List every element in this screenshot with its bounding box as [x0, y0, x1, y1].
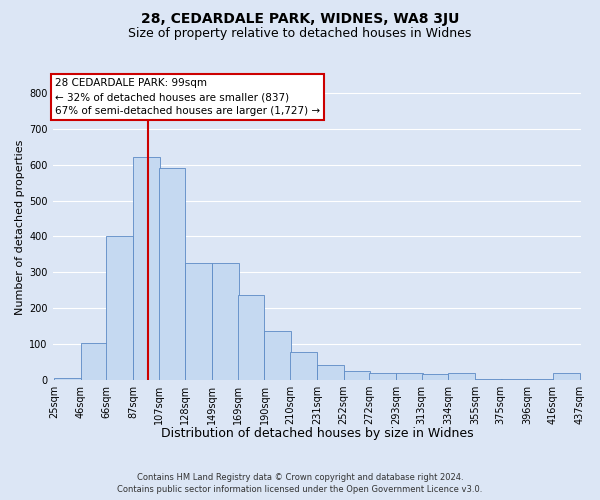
- Bar: [106, 236, 133, 380]
- Bar: [317, 365, 344, 380]
- Text: Size of property relative to detached houses in Widnes: Size of property relative to detached ho…: [128, 28, 472, 40]
- Bar: [448, 372, 475, 380]
- Bar: [475, 379, 502, 380]
- Bar: [344, 371, 370, 380]
- Bar: [80, 343, 107, 380]
- Bar: [158, 168, 185, 380]
- Bar: [185, 264, 212, 380]
- Text: Contains public sector information licensed under the Open Government Licence v3: Contains public sector information licen…: [118, 485, 482, 494]
- Bar: [265, 330, 291, 380]
- Bar: [238, 295, 265, 380]
- Bar: [500, 379, 527, 380]
- Bar: [369, 372, 396, 380]
- Text: Contains HM Land Registry data © Crown copyright and database right 2024.: Contains HM Land Registry data © Crown c…: [137, 472, 463, 482]
- Bar: [133, 157, 160, 380]
- X-axis label: Distribution of detached houses by size in Widnes: Distribution of detached houses by size …: [161, 427, 473, 440]
- Bar: [396, 372, 423, 380]
- Bar: [212, 264, 239, 380]
- Bar: [553, 374, 580, 380]
- Bar: [54, 378, 80, 380]
- Bar: [527, 379, 554, 380]
- Text: 28, CEDARDALE PARK, WIDNES, WA8 3JU: 28, CEDARDALE PARK, WIDNES, WA8 3JU: [141, 12, 459, 26]
- Y-axis label: Number of detached properties: Number of detached properties: [15, 140, 25, 315]
- Bar: [290, 352, 317, 380]
- Text: 28 CEDARDALE PARK: 99sqm
← 32% of detached houses are smaller (837)
67% of semi-: 28 CEDARDALE PARK: 99sqm ← 32% of detach…: [55, 78, 320, 116]
- Bar: [422, 374, 448, 380]
